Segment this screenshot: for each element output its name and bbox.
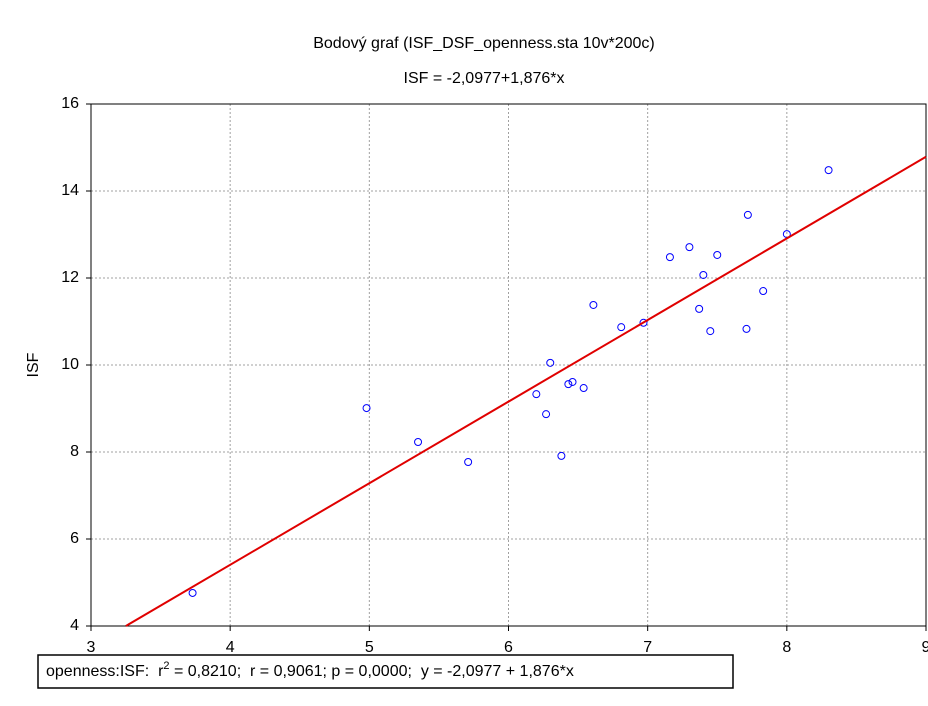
x-tick-label: 8 [782, 639, 791, 656]
x-tick-label: 4 [226, 639, 235, 656]
footer-superscript: 2 [163, 660, 169, 672]
scatter-point [742, 324, 751, 333]
scatter-point [579, 384, 588, 393]
footer-text: openness:ISF: r2 = 0,8210; r = 0,9061; p… [46, 660, 574, 680]
footer-box [37, 654, 734, 689]
scatter-point [532, 390, 541, 399]
scatter-point [713, 250, 722, 259]
scatter-point [589, 300, 598, 309]
y-tick-label: 10 [61, 356, 79, 373]
y-tick-label: 6 [70, 530, 79, 547]
plot-frame [90, 103, 927, 627]
scatter-point [568, 377, 577, 386]
y-axis-label: ISF [25, 352, 42, 377]
scatter-point [542, 410, 551, 419]
y-tick-label: 4 [70, 617, 79, 634]
scatter-point [464, 458, 473, 467]
y-tick-label: 16 [61, 95, 79, 112]
regression-line [125, 155, 927, 627]
scatter-point [706, 327, 715, 336]
scatter-point [639, 318, 648, 327]
scatter-point [546, 358, 555, 367]
y-tick-label: 8 [70, 443, 79, 460]
scatter-point [824, 166, 833, 175]
scatter-point [699, 270, 708, 279]
scatter-point [188, 588, 197, 597]
scatter-point [759, 287, 768, 296]
scatter-point [564, 380, 573, 389]
scatter-point [617, 323, 626, 332]
scatter-point [665, 253, 674, 262]
x-tick-label: 3 [87, 639, 96, 656]
chart-title: Bodový graf (ISF_DSF_openness.sta 10v*20… [313, 35, 655, 52]
y-tick-label: 12 [61, 269, 79, 286]
scatter-point [362, 404, 371, 413]
scatter-point [557, 451, 566, 460]
scatter-point [414, 437, 423, 446]
y-tick-label: 14 [61, 182, 79, 199]
x-tick-label: 5 [365, 639, 374, 656]
scatter-point [695, 304, 704, 313]
x-tick-label: 7 [643, 639, 652, 656]
scatter-point [685, 243, 694, 252]
footer-part: = 0,8210; r = 0,9061; p = 0,0000; y = -2… [170, 663, 574, 680]
scatter-point [743, 210, 752, 219]
x-tick-label: 6 [504, 639, 513, 656]
x-tick-label: 9 [922, 639, 928, 656]
chart-subtitle: ISF = -2,0977+1,876*x [404, 70, 565, 87]
footer-part: openness:ISF: r [46, 663, 164, 680]
